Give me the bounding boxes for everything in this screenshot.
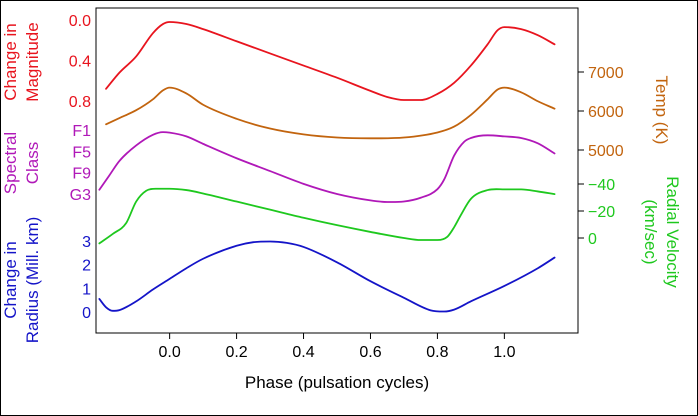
- radial-velocity-line: [98, 187, 556, 245]
- radius-tick-label-3: 3: [82, 234, 91, 251]
- spectral-class-tick-label-1: F5: [72, 144, 91, 161]
- temperature-axis-title-line-0: Temp (K): [652, 76, 671, 145]
- temperature-line: [105, 86, 556, 140]
- radius-axis-title-line-1: Radius (Mill. km): [23, 217, 42, 344]
- magnitude-tick-label-1: 0.4: [69, 54, 91, 71]
- magnitude-line: [105, 21, 556, 101]
- plot-area: [95, 7, 579, 334]
- x-tick-label-5: 1.0: [493, 344, 515, 361]
- radius-line: [98, 240, 556, 313]
- radial-velocity-tick-label-1: −20: [588, 204, 615, 221]
- spectral-class-axis-title: Spectral Class: [1, 132, 42, 194]
- radius-axis-title: Change in Radius (Mill. km): [1, 217, 42, 344]
- magnitude-axis-title-line-0: Change in: [1, 23, 20, 101]
- radial-velocity-tick-label-2: 0: [588, 231, 597, 248]
- radial-velocity-tick-label-0: −40: [588, 177, 615, 194]
- temperature-tick-label-2: 5000: [588, 143, 624, 160]
- spectral-class-axis-title-line-1: Class: [23, 142, 42, 185]
- temperature-tick-label-0: 7000: [588, 65, 624, 82]
- radial-velocity-axis-title: Radial Velocity(km/sec): [641, 176, 682, 288]
- radius-axis-title-line-0: Change in: [1, 241, 20, 319]
- spectral-class-tick-label-3: G3: [70, 187, 91, 204]
- spectral-class-tick-label-0: F1: [72, 123, 91, 140]
- x-tick-label-2: 0.4: [292, 344, 314, 361]
- spectral-class-axis-title-line-0: Spectral: [1, 132, 20, 194]
- radius-tick-label-2: 2: [82, 258, 91, 275]
- magnitude-axis-title: Change in Magnitude: [1, 22, 42, 101]
- radial-velocity-axis-title-line-1: (km/sec): [641, 199, 660, 264]
- x-axis-title: Phase (pulsation cycles): [245, 373, 429, 392]
- x-axis: 0.0 0.2 0.4 0.6 0.8 1.0: [159, 333, 516, 361]
- radius-tick-label-0: 0: [82, 305, 91, 322]
- spectral-class-tick-label-2: F9: [72, 166, 91, 183]
- temperature-axis-title: Temp (K): [652, 76, 671, 145]
- x-tick-label-4: 0.8: [426, 344, 448, 361]
- radial-velocity-axis-title-line-0: Radial Velocity: [663, 176, 682, 288]
- magnitude-tick-label-0: 0.0: [69, 13, 91, 30]
- magnitude-tick-label-2: 0.8: [69, 94, 91, 111]
- series-lines: [98, 21, 556, 313]
- temperature-tick-label-1: 6000: [588, 104, 624, 121]
- x-tick-label-0: 0.0: [159, 344, 181, 361]
- x-tick-label-3: 0.6: [359, 344, 381, 361]
- magnitude-axis-title-line-1: Magnitude: [23, 22, 42, 101]
- radius-tick-label-1: 1: [82, 281, 91, 298]
- x-tick-label-1: 0.2: [225, 344, 247, 361]
- spectral-class-line: [98, 131, 556, 203]
